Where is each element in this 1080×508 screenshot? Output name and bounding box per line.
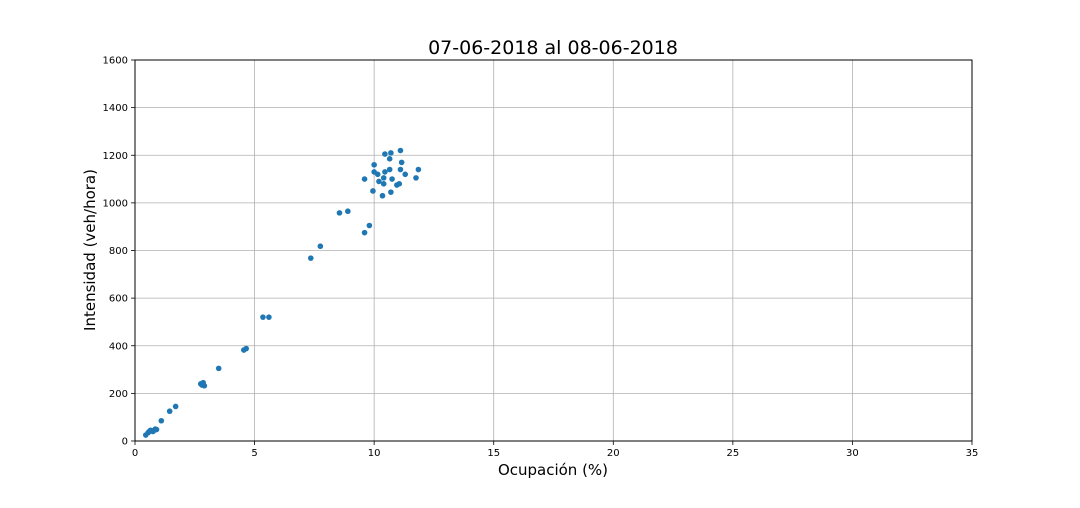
data-point <box>397 147 404 154</box>
data-point <box>201 382 208 389</box>
y-tick-label: 1600 <box>103 56 128 67</box>
data-point <box>402 171 409 178</box>
data-point <box>307 255 314 261</box>
data-point <box>415 166 422 173</box>
x-tick-label: 15 <box>487 448 500 459</box>
y-tick-label: 1400 <box>103 103 128 114</box>
data-point <box>382 169 388 175</box>
x-tick-label: 10 <box>368 448 381 459</box>
y-tick-label: 800 <box>109 246 128 257</box>
x-tick-label: 0 <box>132 448 138 459</box>
data-point <box>398 159 405 166</box>
x-tick-label: 30 <box>846 448 859 459</box>
data-point <box>361 176 368 182</box>
data-points <box>142 147 422 438</box>
data-point <box>382 151 388 157</box>
data-point <box>379 192 386 199</box>
data-point <box>158 417 165 424</box>
data-point <box>397 166 404 173</box>
data-point <box>396 181 403 187</box>
data-point <box>260 314 266 320</box>
x-tick-label: 25 <box>726 448 739 459</box>
y-tick-label: 200 <box>109 389 128 400</box>
data-point <box>172 403 179 410</box>
grid <box>134 59 973 442</box>
y-tick-label: 600 <box>109 294 128 305</box>
data-point <box>376 178 382 185</box>
y-tick-label: 1200 <box>103 151 128 162</box>
data-point <box>153 426 160 433</box>
y-tick-label: 1000 <box>103 198 128 209</box>
x-tick-label: 20 <box>607 448 620 459</box>
x-tick-label: 35 <box>966 448 979 459</box>
data-point <box>215 365 222 372</box>
data-point <box>370 188 376 194</box>
data-point <box>317 243 324 250</box>
data-point <box>386 166 393 173</box>
data-point <box>374 171 381 178</box>
data-point <box>380 175 387 181</box>
y-axis-label: Intensidad (veh/hora) <box>81 169 99 331</box>
data-point <box>366 222 373 229</box>
data-point <box>388 150 394 156</box>
data-point <box>266 314 272 320</box>
data-point <box>380 181 387 187</box>
data-point <box>386 156 393 162</box>
x-tick-label: 5 <box>251 448 257 459</box>
y-tick-label: 0 <box>122 437 128 448</box>
data-point <box>389 176 395 182</box>
x-axis-label: Ocupación (%) <box>498 461 608 479</box>
data-point <box>345 208 351 215</box>
data-point <box>388 189 394 195</box>
y-tick-label: 400 <box>109 341 128 352</box>
chart-title: 07-06-2018 al 08-06-2018 <box>428 37 678 59</box>
data-point <box>361 229 368 236</box>
data-point <box>243 345 250 352</box>
data-point <box>413 175 419 181</box>
axis-ticks: 0 5 10 15 20 25 30 35 0 200 400 600 800 1000 1200 1400 1… <box>103 56 979 460</box>
data-point <box>166 408 173 415</box>
data-point <box>336 210 343 216</box>
data-point <box>371 161 377 168</box>
